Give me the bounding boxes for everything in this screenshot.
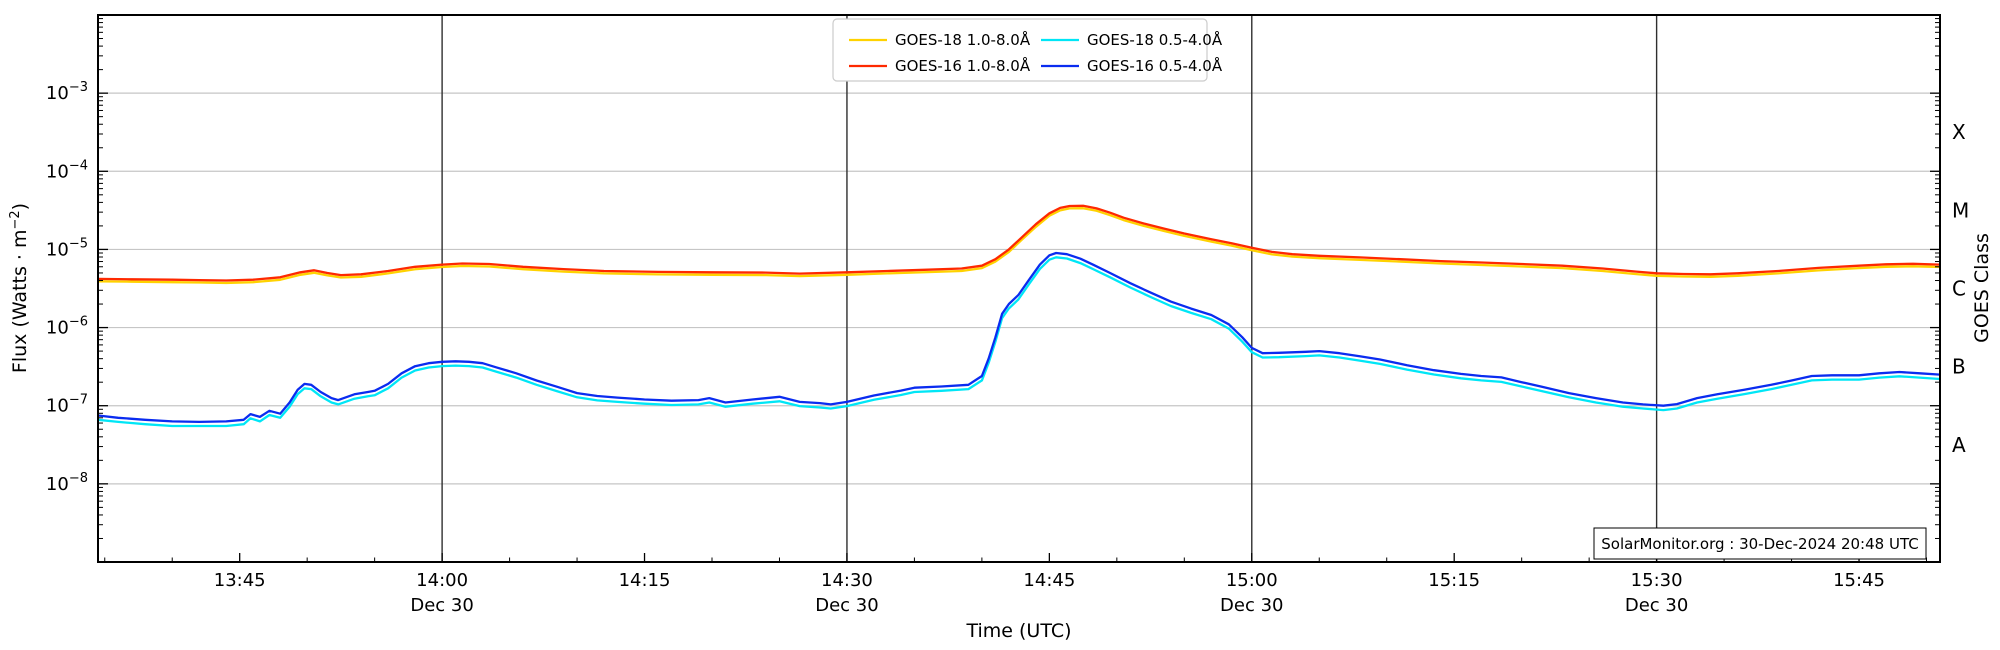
x-tick-label: 14:30 — [821, 570, 873, 591]
y-tick-label: 10−3 — [46, 80, 88, 104]
curve-goes-16-1-0-8-0- — [98, 204, 1940, 282]
goes-class-x: X — [1952, 120, 1966, 144]
y-tick-label: 10−6 — [46, 315, 88, 339]
legend-label-goes16_short: GOES-16 0.5-4.0Å — [1087, 56, 1223, 75]
x-tick-label: 15:15 — [1428, 570, 1480, 591]
legend-label-goes16_long: GOES-16 1.0-8.0Å — [895, 56, 1031, 75]
legend: GOES-18 1.0-8.0Å GOES-16 1.0-8.0Å GOES-18 … — [832, 18, 1223, 82]
goes-class-b: B — [1952, 355, 1966, 379]
y-tick-label: 10−4 — [46, 158, 88, 182]
y-axis-title-goes-class: GOES Class — [1971, 233, 1993, 343]
x-tick-label: 15:45 — [1833, 570, 1885, 591]
curve-goes-18-1-0-8-0- — [98, 207, 1940, 285]
x-tick-label: 13:45 — [214, 570, 266, 591]
goes-class-c: C — [1952, 277, 1966, 301]
x-axis-tick-labels: 13:45 14:00 Dec 30 14:15 14:30 Dec 30 14:45 15:… — [214, 570, 1885, 616]
horizontal-gridlines — [98, 92, 1940, 485]
x-tick-label: 14:45 — [1023, 570, 1075, 591]
y-tick-label: 10−8 — [46, 471, 88, 495]
annotation-box — [1593, 527, 1927, 560]
x-axis-title: Time (UTC) — [965, 620, 1071, 642]
x-tick-label: 14:15 — [619, 570, 671, 591]
x-tick-date-label: Dec 30 — [410, 595, 473, 616]
y-tick-label: 10−7 — [46, 393, 88, 417]
y-axis-tick-labels: 10−3 10−4 10−5 10−6 10−7 10−8 — [46, 80, 88, 495]
x-tick-date-label: Dec 30 — [815, 595, 878, 616]
annotation-text: SolarMonitor.org : 30-Dec-2024 20:48 UTC — [1601, 535, 1918, 553]
goes-class-a: A — [1952, 433, 1966, 457]
date-gridlines — [441, 15, 1658, 562]
curve-goes-18-0-5-4-0- — [98, 256, 1940, 428]
x-tick-label: 15:00 — [1226, 570, 1278, 591]
x-tick-label: 15:30 — [1631, 570, 1683, 591]
y-axis-title-flux: Flux (Watts · m−2) — [8, 203, 31, 373]
source-annotation: SolarMonitor.org : 30-Dec-2024 20:48 UTC — [1593, 527, 1927, 560]
plot-border — [97, 14, 1941, 563]
axis-ticks — [98, 14, 1940, 563]
legend-box — [832, 18, 1208, 82]
flux-curves — [98, 204, 1940, 428]
x-tick-date-label: Dec 30 — [1220, 595, 1283, 616]
y-tick-label: 10−5 — [46, 236, 88, 260]
goes-class-m: M — [1952, 198, 1969, 222]
legend-label-goes18_long: GOES-18 1.0-8.0Å — [895, 30, 1031, 49]
x-tick-date-label: Dec 30 — [1625, 595, 1688, 616]
legend-label-goes18_short: GOES-18 0.5-4.0Å — [1087, 30, 1223, 49]
goes-class-letters: X M C B A — [1952, 120, 1969, 457]
x-tick-label: 14:00 — [416, 570, 468, 591]
curve-goes-16-0-5-4-0- — [98, 251, 1940, 424]
